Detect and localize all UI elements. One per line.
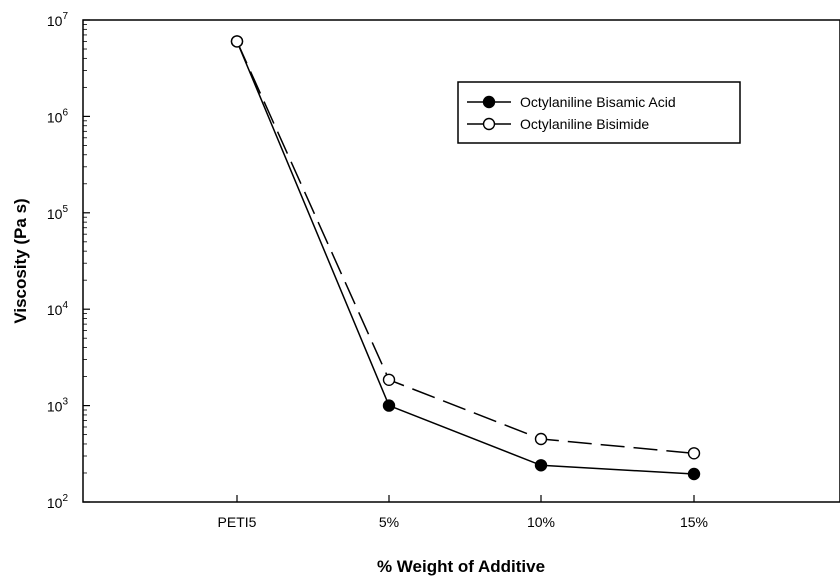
y-tick-exponent: 2 (62, 493, 68, 504)
y-tick-base: 10 (47, 495, 63, 511)
y-tick-exponent: 6 (62, 107, 68, 118)
series-line-2 (236, 41, 695, 455)
y-axis-title: Viscosity (Pa s) (11, 198, 30, 323)
series-2-point (687, 447, 701, 460)
y-tick-label: 106 (47, 107, 69, 125)
y-tick-label: 107 (47, 11, 69, 29)
series-line-1 (236, 41, 695, 475)
series-2-point (382, 373, 396, 386)
legend-box (457, 81, 741, 144)
legend-label: Octylaniline Bisimide (520, 116, 649, 132)
x-tick-label: 10% (527, 514, 555, 530)
legend-entry-2: Octylaniline Bisimide (467, 116, 649, 132)
x-axis: PETI5 5% 10% 15% (218, 495, 708, 530)
y-tick-base: 10 (47, 302, 63, 318)
series-1-point (534, 459, 548, 472)
y-tick-label: 104 (47, 300, 69, 318)
y-tick-exponent: 3 (62, 397, 68, 408)
y-tick-label: 102 (47, 493, 69, 511)
x-tick-label: 15% (680, 514, 708, 530)
series-1-point (687, 467, 701, 481)
y-tick-base: 10 (47, 13, 63, 29)
y-tick-label: 105 (47, 204, 69, 222)
series-layer (230, 35, 701, 481)
y-tick-exponent: 4 (62, 300, 68, 311)
y-tick-base: 10 (47, 109, 63, 125)
y-tick-exponent: 5 (62, 204, 68, 215)
x-tick-label: PETI5 (218, 514, 257, 530)
y-tick-base: 10 (47, 399, 63, 415)
legend-marker (482, 117, 496, 131)
plot-area-frame (82, 19, 840, 503)
legend-marker (482, 95, 496, 109)
series-2-point (230, 35, 244, 48)
y-tick-exponent: 7 (62, 11, 68, 22)
x-tick-label: 5% (379, 514, 399, 530)
legend: Octylaniline Bisamic Acid Octylaniline Bi… (457, 81, 741, 144)
x-axis-title: % Weight of Additive (377, 557, 545, 576)
series-2-point (534, 432, 548, 446)
y-tick-label: 103 (47, 397, 69, 415)
series-1-point (382, 399, 396, 412)
y-tick-base: 10 (47, 206, 63, 222)
legend-label: Octylaniline Bisamic Acid (520, 94, 676, 110)
legend-entry-1: Octylaniline Bisamic Acid (467, 94, 676, 110)
